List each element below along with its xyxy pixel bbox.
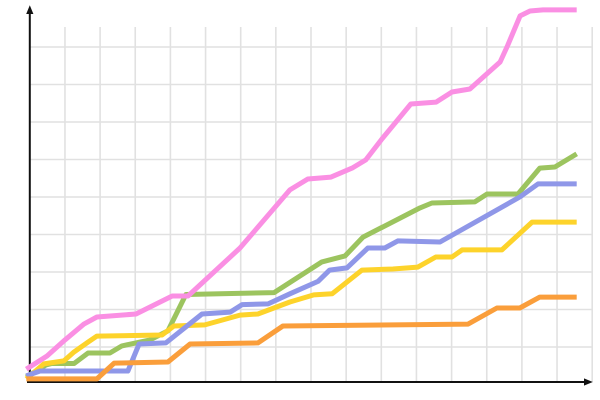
series-pink-line bbox=[24, 7, 577, 372]
series-green-line bbox=[24, 151, 578, 380]
series-lines bbox=[24, 7, 578, 382]
grid bbox=[29, 27, 594, 382]
y-axis-arrowhead-icon bbox=[26, 5, 34, 14]
series-yellow-line bbox=[24, 219, 577, 381]
axes bbox=[26, 5, 593, 386]
series-orange-line bbox=[26, 294, 577, 382]
x-axis-arrowhead-icon bbox=[584, 378, 593, 386]
series-blue-line bbox=[25, 181, 577, 379]
